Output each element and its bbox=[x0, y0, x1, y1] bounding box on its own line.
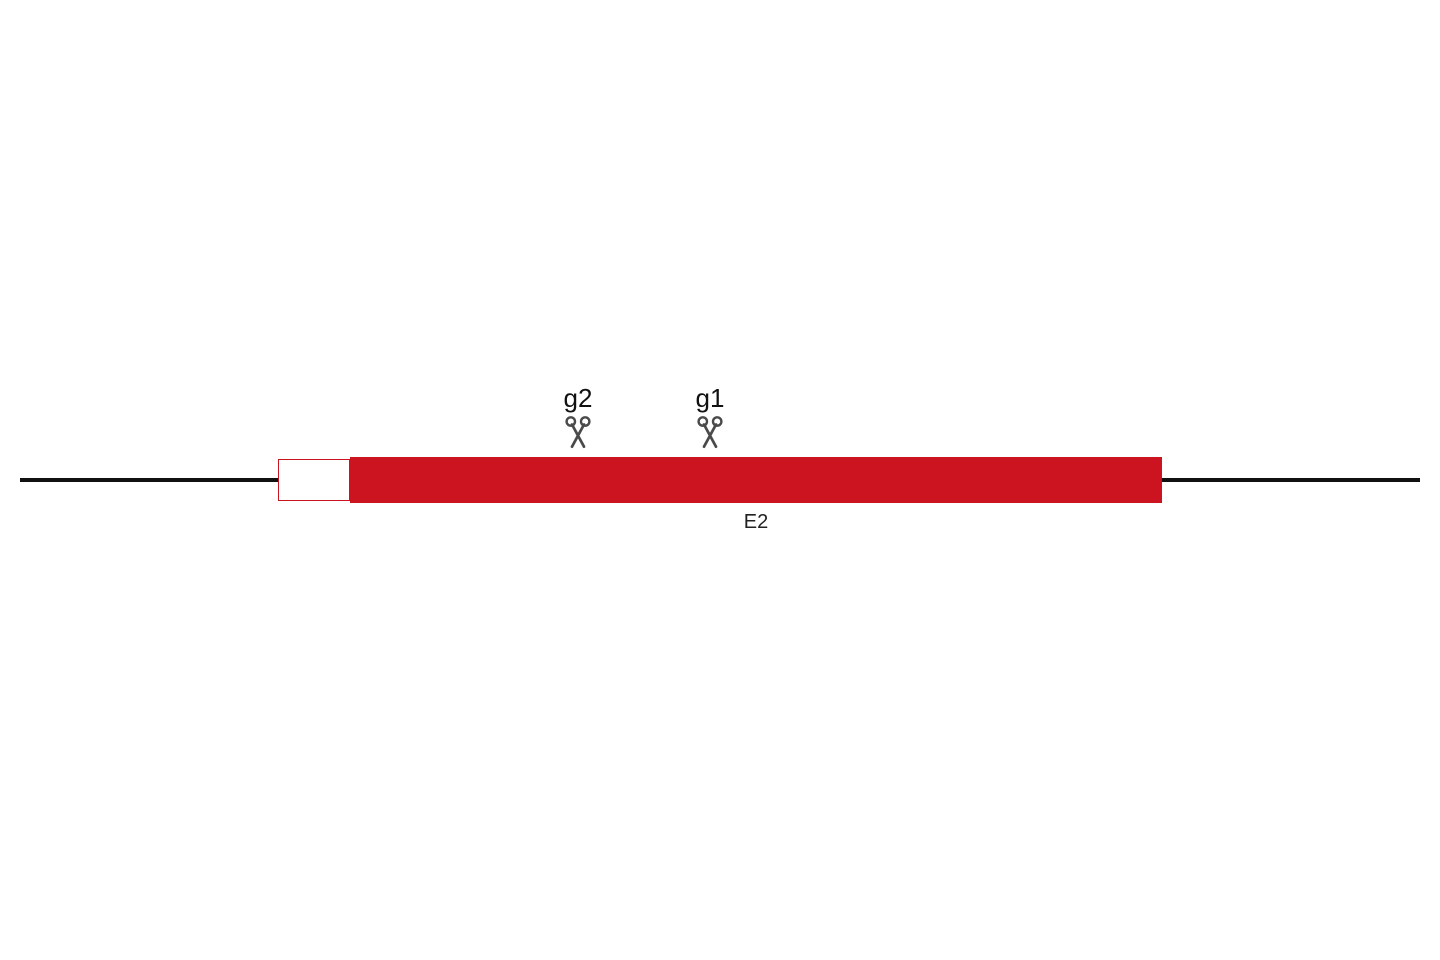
exon-box bbox=[350, 457, 1162, 503]
utr-box bbox=[278, 459, 350, 501]
cut-site-g2: g2 bbox=[538, 385, 618, 449]
scissors-icon bbox=[670, 415, 750, 449]
cut-site-label: g2 bbox=[538, 385, 618, 411]
scissors-icon bbox=[538, 415, 618, 449]
gene-diagram: E2 g2 g1 bbox=[0, 0, 1440, 960]
cut-site-g1: g1 bbox=[670, 385, 750, 449]
exon-label: E2 bbox=[716, 511, 796, 534]
cut-site-label: g1 bbox=[670, 385, 750, 411]
